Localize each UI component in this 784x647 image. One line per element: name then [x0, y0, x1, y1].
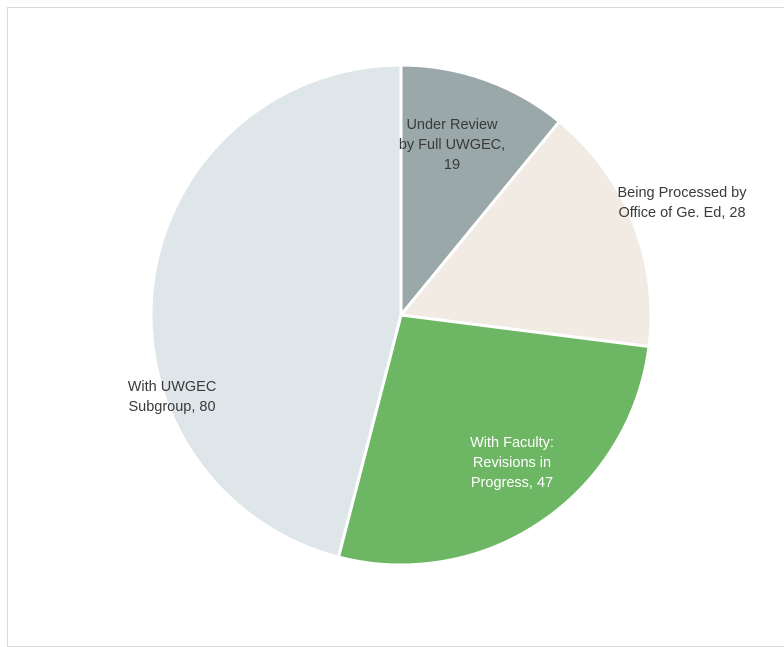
slice-label-3: With Faculty: Revisions in Progress, 47 [470, 435, 554, 491]
slice-label-2: Being Processed by Office of Ge. Ed, 28 [618, 185, 748, 221]
slice-label-line: Office of Ge. Ed, 28 [618, 205, 745, 221]
pie-chart: Under Review by Full UWGEC, 19 Being Proces… [128, 63, 748, 567]
slice-label-1: Under Review by Full UWGEC, 19 [399, 117, 505, 173]
slice-label-line: With Faculty: [470, 435, 554, 451]
slice-label-line: Progress, 47 [471, 475, 553, 491]
slice-label-line: by Full UWGEC, [399, 137, 505, 153]
slice-label-line: With UWGEC [128, 379, 217, 395]
slice-label-line: Revisions in [473, 455, 551, 471]
slice-label-line: Subgroup, 80 [128, 399, 215, 415]
pie-slice-3 [336, 313, 651, 567]
pie-slice-4 [149, 63, 403, 559]
pie-slice-1 [399, 63, 562, 320]
slice-label-line: 19 [444, 157, 460, 173]
slice-label-line: Under Review [406, 117, 498, 133]
pie-labels: Under Review by Full UWGEC, 19 Being Proces… [128, 117, 748, 491]
slice-label-4: With UWGEC Subgroup, 80 [128, 379, 217, 415]
pie-slices [149, 63, 653, 567]
pie-slice-2 [398, 119, 653, 349]
slice-label-line: Being Processed by [618, 185, 748, 201]
